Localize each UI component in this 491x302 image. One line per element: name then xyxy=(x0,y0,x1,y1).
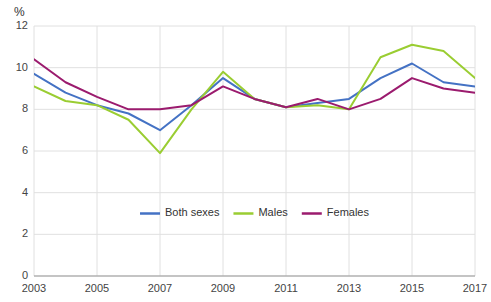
legend-item: Females xyxy=(302,206,370,218)
x-grid-line xyxy=(97,26,98,276)
y-axis-label: % xyxy=(14,5,25,19)
legend-item: Both sexes xyxy=(140,206,220,218)
legend: Both sexes Males Females xyxy=(140,206,369,218)
x-grid-line xyxy=(34,26,35,276)
y-grid-line xyxy=(34,192,475,193)
x-tick-label: 2015 xyxy=(400,282,424,294)
y-grid-line xyxy=(34,234,475,235)
x-grid-line xyxy=(349,26,350,276)
series-line xyxy=(34,64,475,131)
legend-label: Females xyxy=(327,206,370,218)
y-grid-line xyxy=(34,276,475,277)
y-tick-label: 10 xyxy=(16,61,28,73)
legend-swatch xyxy=(140,212,160,215)
x-grid-line xyxy=(475,26,476,276)
legend-label: Both sexes xyxy=(165,206,220,218)
x-tick-label: 2005 xyxy=(85,282,109,294)
x-tick-label: 2013 xyxy=(337,282,361,294)
x-grid-line xyxy=(286,26,287,276)
y-grid-line xyxy=(34,109,475,110)
series-line xyxy=(34,45,475,153)
x-tick-label: 2007 xyxy=(148,282,172,294)
series-line xyxy=(34,59,475,109)
x-tick-label: 2003 xyxy=(22,282,46,294)
x-grid-line xyxy=(223,26,224,276)
x-tick-label: 2017 xyxy=(463,282,487,294)
y-tick-label: 8 xyxy=(22,102,28,114)
y-tick-label: 4 xyxy=(22,186,28,198)
legend-item: Males xyxy=(233,206,288,218)
x-tick-label: 2011 xyxy=(274,282,298,294)
y-tick-label: 12 xyxy=(16,19,28,31)
y-tick-label: 6 xyxy=(22,144,28,156)
legend-label: Males xyxy=(258,206,288,218)
legend-swatch xyxy=(233,212,253,215)
y-grid-line xyxy=(34,26,475,27)
grid xyxy=(34,26,475,276)
y-grid-line xyxy=(34,151,475,152)
y-tick-label: 0 xyxy=(22,269,28,281)
lines xyxy=(34,45,475,153)
y-tick-label: 2 xyxy=(22,227,28,239)
x-tick-label: 2009 xyxy=(211,282,235,294)
legend-swatch xyxy=(302,212,322,215)
y-grid-line xyxy=(34,67,475,68)
chart: 0 2 4 6 8 10 12 2003 2005 2007 2009 2011 2013 2015 201… xyxy=(0,0,491,302)
x-axis-line xyxy=(34,276,475,277)
